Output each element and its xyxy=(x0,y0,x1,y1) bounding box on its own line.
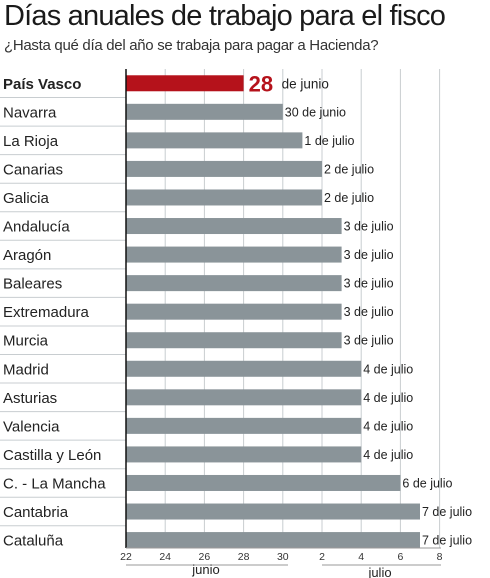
category-label: Asturias xyxy=(3,390,57,407)
category-label: Galicia xyxy=(3,190,50,207)
bar xyxy=(126,474,401,491)
x-tick-label: 24 xyxy=(159,551,171,563)
category-label: Andalucía xyxy=(3,219,70,236)
bar xyxy=(126,246,342,263)
bar xyxy=(126,417,362,434)
month-label-julio: julio xyxy=(367,565,391,578)
month-label-junio: junio xyxy=(191,562,219,577)
x-tick-label: 26 xyxy=(199,551,211,563)
x-tick-label: 2 xyxy=(319,551,325,563)
x-tick-label: 6 xyxy=(397,551,403,563)
category-label: Madrid xyxy=(3,361,49,378)
x-tick-label: 22 xyxy=(120,551,132,563)
category-label: Valencia xyxy=(3,418,60,435)
value-label: 4 de julio xyxy=(363,391,413,405)
value-label: 3 de julio xyxy=(344,220,394,234)
value-label: 7 de julio xyxy=(422,534,472,548)
value-label: 3 de julio xyxy=(344,248,394,262)
value-label: 4 de julio xyxy=(363,448,413,462)
chart-title: Días anuales de trabajo para el fisco xyxy=(4,0,446,32)
bar xyxy=(126,532,420,549)
value-label: 2 de julio xyxy=(324,191,374,205)
bar xyxy=(126,160,322,177)
value-label: 7 de julio xyxy=(422,505,472,519)
bar-highlight xyxy=(126,75,244,92)
bar xyxy=(126,218,342,235)
bar xyxy=(126,132,303,149)
category-label: Extremadura xyxy=(3,304,90,321)
chart-subtitle: ¿Hasta qué día del año se trabaja para p… xyxy=(4,37,379,54)
x-tick-label: 4 xyxy=(358,551,364,563)
category-label: Cantabria xyxy=(3,504,69,521)
category-label: C. - La Mancha xyxy=(3,475,106,492)
bar xyxy=(126,446,362,463)
bar xyxy=(126,503,420,520)
value-label: 4 de julio xyxy=(363,419,413,433)
x-tick-label: 8 xyxy=(437,551,443,563)
value-label: 6 de julio xyxy=(402,476,452,490)
value-label: 4 de julio xyxy=(363,362,413,376)
bar xyxy=(126,389,362,406)
category-label: Murcia xyxy=(3,333,49,350)
category-label: Canarias xyxy=(3,161,63,178)
category-label: Navarra xyxy=(3,104,57,121)
value-label: 3 de julio xyxy=(344,305,394,319)
bar xyxy=(126,189,322,206)
value-label-text: de junio xyxy=(282,76,329,91)
bar xyxy=(126,275,342,292)
category-label: Cataluña xyxy=(3,533,64,550)
category-label: Baleares xyxy=(3,276,62,293)
bar xyxy=(126,103,283,120)
category-label: Aragón xyxy=(3,247,51,264)
category-label: La Rioja xyxy=(3,133,59,150)
x-tick-label: 30 xyxy=(277,551,289,563)
value-label-number: 28 xyxy=(249,71,273,96)
bar xyxy=(126,360,362,377)
value-label: 1 de julio xyxy=(304,134,354,148)
bar xyxy=(126,332,342,349)
value-label: 3 de julio xyxy=(344,277,394,291)
value-label: 30 de junio xyxy=(285,105,346,119)
value-label: 2 de julio xyxy=(324,162,374,176)
value-label: 3 de julio xyxy=(344,334,394,348)
bar xyxy=(126,303,342,320)
x-tick-label: 28 xyxy=(238,551,250,563)
category-label: País Vasco xyxy=(3,76,81,93)
category-label: Castilla y León xyxy=(3,447,101,464)
